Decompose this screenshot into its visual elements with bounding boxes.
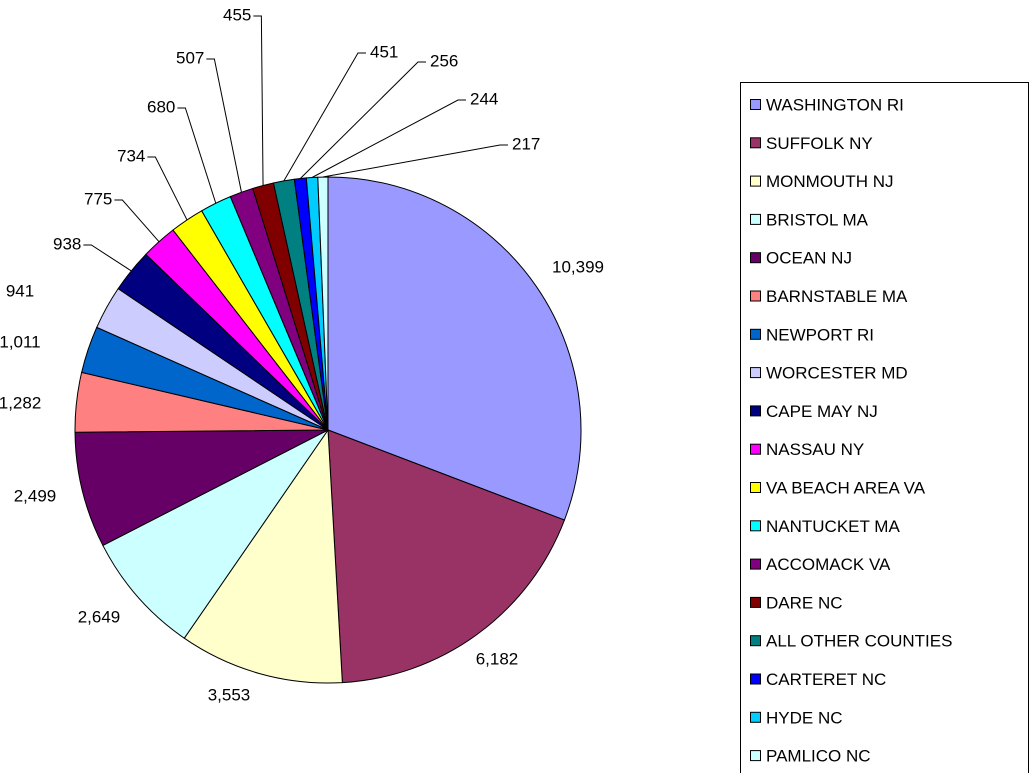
data-label: 775 <box>84 189 112 208</box>
legend-swatch <box>750 711 761 723</box>
data-label: 455 <box>223 5 251 24</box>
legend-swatch <box>750 520 761 532</box>
legend-swatch <box>750 367 761 379</box>
legend-swatch <box>750 596 761 608</box>
legend-swatch <box>750 99 761 110</box>
data-label: 10,399 <box>552 257 604 276</box>
data-label: 217 <box>512 134 540 153</box>
legend-label: ALL OTHER COUNTIES <box>766 632 952 651</box>
leader-line <box>299 61 426 179</box>
legend-label: NEWPORT RI <box>766 325 874 344</box>
legend-label: VA BEACH AREA VA <box>766 478 926 497</box>
pie-slice <box>74 429 329 547</box>
legend-label: WASHINGTON RI <box>766 95 904 114</box>
data-label: 256 <box>430 51 458 70</box>
legend-swatch <box>750 558 761 570</box>
legend-label: BRISTOL MA <box>766 210 869 229</box>
data-label: 1,282 <box>0 393 41 412</box>
leader-line <box>83 244 132 272</box>
leader-line <box>177 107 217 204</box>
data-label: 6,182 <box>476 649 519 668</box>
leader-line <box>253 15 264 186</box>
legend-label: BARNSTABLE MA <box>766 287 908 306</box>
data-label: 507 <box>176 48 204 67</box>
legend-swatch <box>750 750 761 762</box>
data-label: 2,499 <box>14 486 57 505</box>
legend-label: ACCOMACK VA <box>766 555 891 574</box>
legend-swatch <box>750 252 761 264</box>
legend-swatch <box>750 673 761 685</box>
data-label: 734 <box>117 146 145 165</box>
legend-swatch <box>750 482 761 493</box>
legend-label: MONMOUTH NJ <box>766 172 893 191</box>
leader-line <box>283 52 366 182</box>
legend-swatch <box>750 443 761 455</box>
data-label: 244 <box>470 89 498 108</box>
data-label: 451 <box>370 42 398 61</box>
legend-swatch <box>750 175 761 187</box>
legend-label: SUFFOLK NY <box>766 134 873 153</box>
legend-label: NANTUCKET MA <box>766 517 900 536</box>
data-label: 2,649 <box>78 607 121 626</box>
legend-label: OCEAN NJ <box>766 249 852 268</box>
pie-slice <box>327 429 566 684</box>
data-label: 941 <box>6 281 34 300</box>
data-label: 680 <box>147 97 175 116</box>
leader-line <box>147 156 188 221</box>
legend-swatch <box>750 635 761 647</box>
pie-slice <box>183 428 343 684</box>
leader-line <box>114 199 160 243</box>
legend-label: NASSAU NY <box>766 440 864 459</box>
legend-swatch <box>750 137 761 149</box>
pie-slice <box>102 429 329 639</box>
leader-line <box>322 144 508 178</box>
legend-swatch <box>750 405 761 417</box>
legend-swatch <box>750 328 761 340</box>
leader-line <box>311 99 466 178</box>
legend-swatch <box>750 213 761 225</box>
legend-label: CARTERET NC <box>766 670 886 689</box>
legend-label: PAMLICO NC <box>766 747 871 766</box>
data-label: 3,553 <box>208 685 251 704</box>
legend-label: HYDE NC <box>766 708 843 727</box>
legend-box <box>740 82 1029 773</box>
legend-label: CAPE MAY NJ <box>766 402 878 421</box>
legend-label: WORCESTER MD <box>766 364 908 383</box>
legend-label: DARE NC <box>766 593 843 612</box>
leader-line <box>206 58 242 193</box>
data-label: 1,011 <box>0 332 41 351</box>
data-label: 938 <box>53 234 81 253</box>
legend-swatch <box>750 290 761 302</box>
pie-slice <box>327 176 582 521</box>
